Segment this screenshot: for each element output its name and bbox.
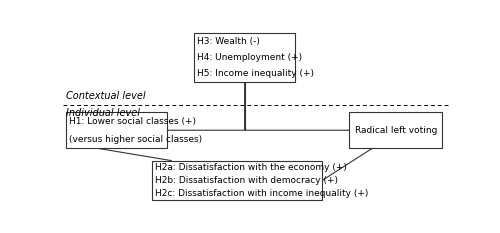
Text: H2c: Dissatisfaction with income inequality (+): H2c: Dissatisfaction with income inequal… xyxy=(154,189,368,198)
Text: H5: Income inequality (+): H5: Income inequality (+) xyxy=(198,69,314,78)
Text: Individual level: Individual level xyxy=(66,108,140,118)
Text: H4: Unemployment (+): H4: Unemployment (+) xyxy=(198,53,302,62)
Text: H2a: Dissatisfaction with the economy (+): H2a: Dissatisfaction with the economy (+… xyxy=(154,163,346,172)
Text: (versus higher social classes): (versus higher social classes) xyxy=(70,135,202,144)
Text: H3: Wealth (-): H3: Wealth (-) xyxy=(198,37,260,46)
Text: H2b: Dissatisfaction with democracy (+): H2b: Dissatisfaction with democracy (+) xyxy=(154,176,338,185)
FancyBboxPatch shape xyxy=(349,112,442,148)
FancyBboxPatch shape xyxy=(66,112,167,148)
FancyBboxPatch shape xyxy=(152,161,322,200)
Text: H1: Lower social classes (+): H1: Lower social classes (+) xyxy=(70,117,196,126)
Text: Radical left voting: Radical left voting xyxy=(354,126,437,135)
Text: Contextual level: Contextual level xyxy=(66,91,146,101)
FancyBboxPatch shape xyxy=(194,33,295,82)
